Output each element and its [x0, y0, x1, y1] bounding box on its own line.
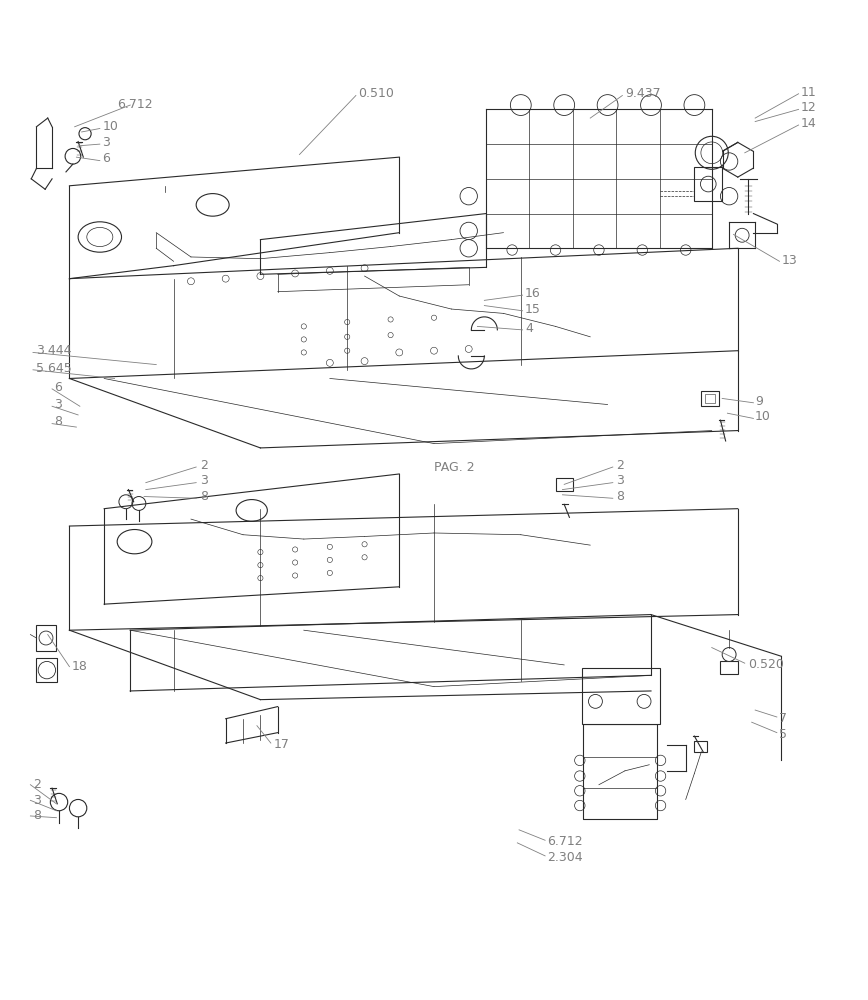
Text: 10: 10 [755, 410, 771, 423]
Text: 2: 2 [33, 778, 41, 791]
Text: 12: 12 [800, 101, 816, 114]
Bar [694, 741, 707, 752]
Text: 2.304: 2.304 [547, 851, 582, 864]
Text: 6.712: 6.712 [547, 835, 582, 848]
Text: 13: 13 [781, 254, 797, 267]
Text: 11: 11 [800, 86, 816, 99]
Circle shape [38, 661, 56, 679]
Text: 2: 2 [200, 459, 207, 472]
Bar [583, 724, 657, 819]
Circle shape [641, 95, 661, 115]
Text: 10: 10 [102, 120, 118, 133]
Bar [694, 167, 722, 201]
Bar [582, 668, 660, 724]
Bar [36, 658, 57, 682]
Text: 2: 2 [616, 459, 624, 472]
Text: 4: 4 [525, 322, 533, 335]
Text: 8: 8 [616, 490, 624, 503]
Bar [701, 391, 719, 406]
Text: 6: 6 [102, 152, 110, 165]
Circle shape [510, 95, 531, 115]
Text: 6: 6 [54, 381, 62, 394]
Text: 8: 8 [54, 415, 62, 428]
Text: 3: 3 [54, 398, 62, 411]
Circle shape [597, 95, 618, 115]
Bar [705, 394, 715, 403]
Text: PAG. 2: PAG. 2 [434, 461, 475, 474]
Text: 3: 3 [33, 794, 41, 807]
Text: 8: 8 [33, 809, 41, 822]
Circle shape [460, 240, 477, 257]
Text: 7: 7 [779, 712, 787, 725]
Text: 0.510: 0.510 [358, 87, 394, 100]
Text: 3: 3 [200, 474, 207, 487]
Circle shape [460, 222, 477, 240]
Text: 18: 18 [71, 660, 87, 673]
Circle shape [460, 188, 477, 205]
Circle shape [720, 188, 738, 205]
Bar [36, 625, 56, 651]
Circle shape [684, 95, 705, 115]
Circle shape [720, 153, 738, 170]
Text: 8: 8 [200, 490, 207, 503]
Text: 3: 3 [102, 136, 110, 149]
Text: 5.645: 5.645 [36, 362, 72, 375]
Circle shape [554, 95, 575, 115]
Text: 3: 3 [616, 474, 624, 487]
Text: 14: 14 [800, 117, 816, 130]
Bar [556, 478, 573, 491]
Text: 17: 17 [273, 738, 289, 751]
Bar [720, 661, 738, 674]
Text: 16: 16 [525, 287, 541, 300]
Circle shape [39, 631, 53, 645]
Text: 9.437: 9.437 [625, 87, 661, 100]
Text: 3.444: 3.444 [36, 344, 72, 357]
Text: 15: 15 [525, 303, 541, 316]
Circle shape [722, 648, 736, 661]
Text: 5: 5 [779, 728, 787, 741]
Text: 6.712: 6.712 [117, 98, 153, 111]
Text: 9: 9 [755, 395, 763, 408]
Text: 0.520: 0.520 [748, 658, 784, 671]
